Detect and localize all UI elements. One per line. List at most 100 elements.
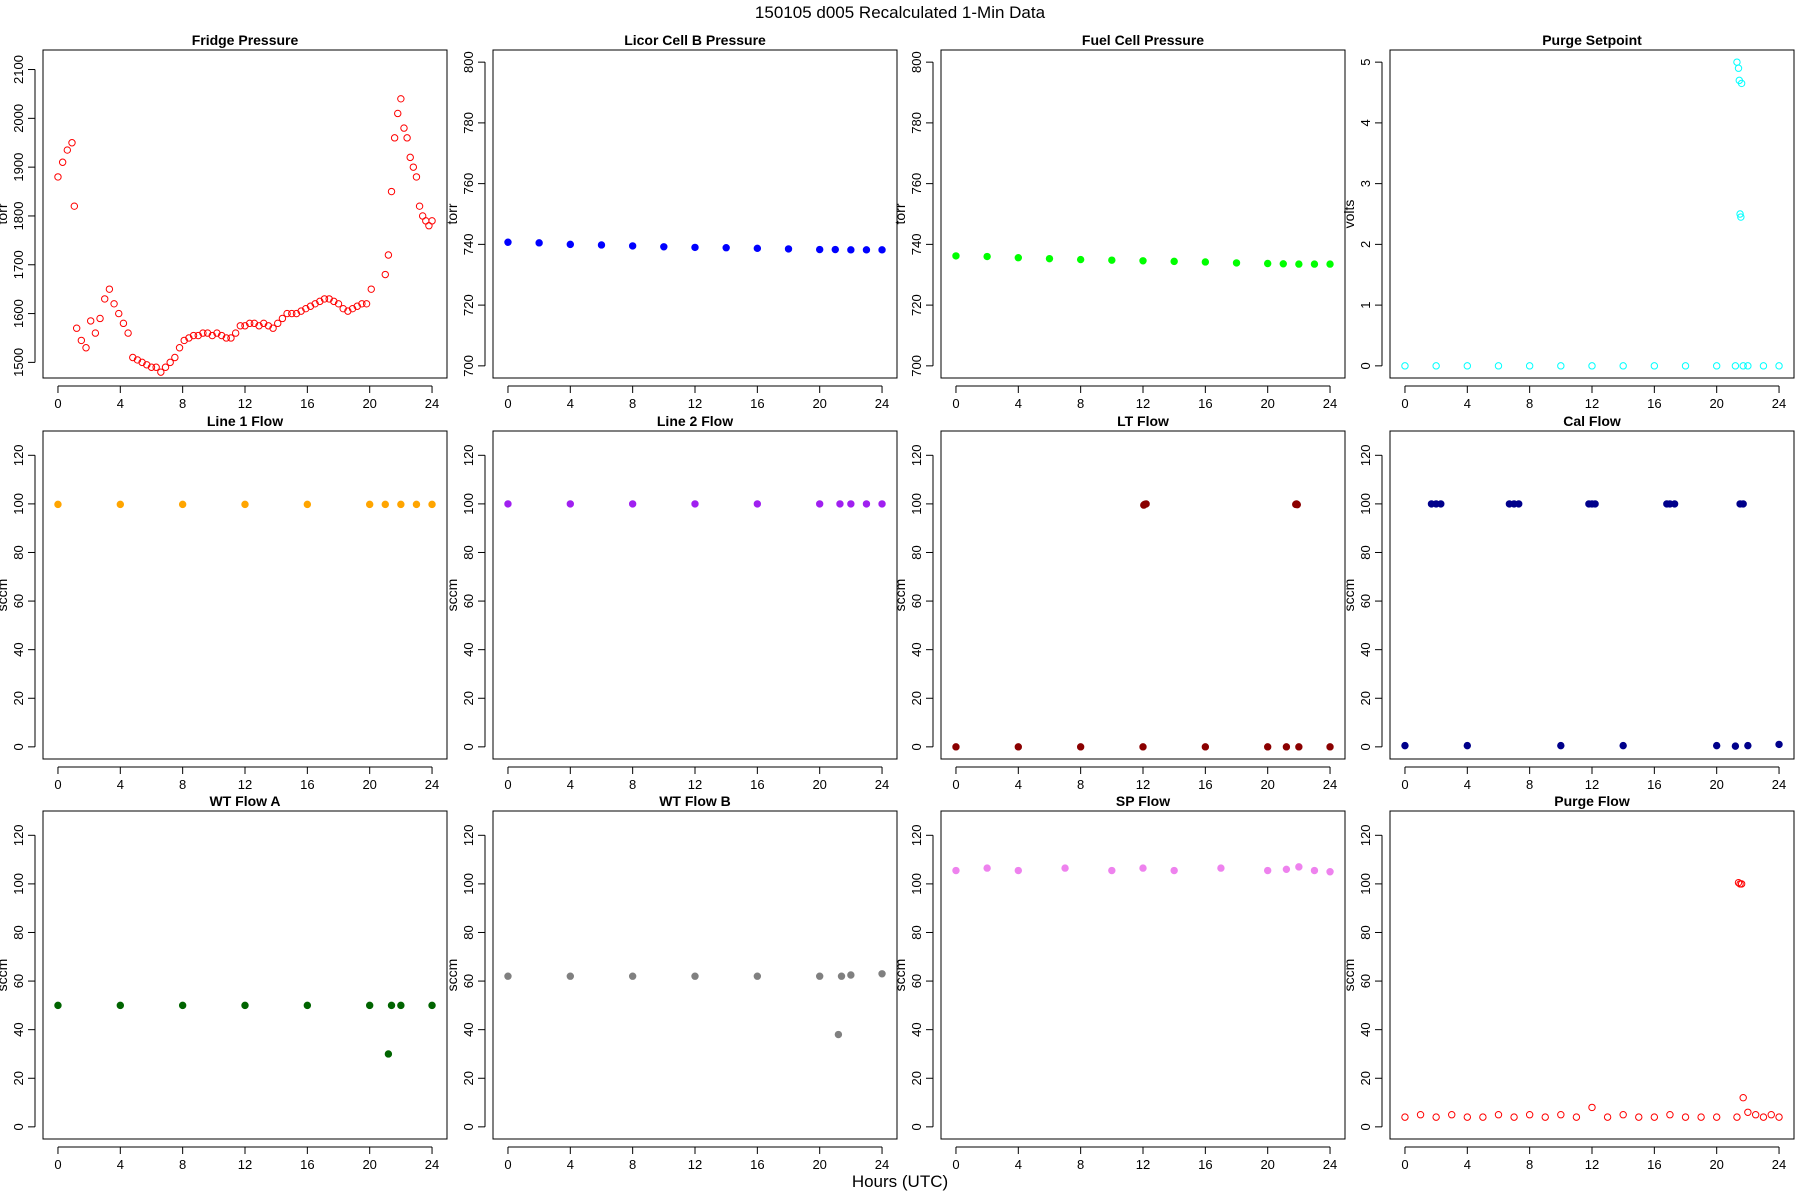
x-tick-label: 24 bbox=[1323, 1157, 1337, 1172]
x-tick-label: 0 bbox=[504, 396, 511, 411]
y-tick-label: 100 bbox=[909, 493, 924, 515]
plot-frame bbox=[1389, 430, 1795, 760]
data-point bbox=[878, 500, 886, 508]
x-tick-label: 4 bbox=[117, 396, 124, 411]
data-point bbox=[815, 500, 824, 508]
x-tick-label: 12 bbox=[238, 396, 252, 411]
x-tick-label: 12 bbox=[1136, 1157, 1150, 1172]
data-point bbox=[566, 972, 575, 980]
data-point bbox=[390, 134, 399, 142]
x-tick-label: 20 bbox=[1260, 777, 1274, 792]
data-point bbox=[409, 163, 418, 171]
y-tick-label: 1500 bbox=[11, 348, 26, 377]
x-tick-label: 0 bbox=[952, 777, 959, 792]
data-point bbox=[1139, 257, 1147, 265]
panel-1: Licor Cell B Pressure torr 0 4 8 12 16 20 24 700 7… bbox=[444, 32, 898, 411]
y-axis-label: sccm bbox=[892, 959, 908, 992]
main-title: 150105 d005 Recalculated 1-Min Data bbox=[755, 3, 1046, 22]
x-tick-label: 12 bbox=[1136, 777, 1150, 792]
data-point bbox=[397, 500, 405, 509]
data-point bbox=[1139, 864, 1147, 872]
data-point bbox=[504, 500, 512, 508]
data-point bbox=[278, 314, 287, 323]
data-point bbox=[566, 500, 575, 508]
data-point bbox=[189, 331, 198, 340]
data-point bbox=[116, 500, 125, 509]
data-point bbox=[157, 368, 165, 376]
data-point bbox=[1463, 741, 1472, 750]
data-point bbox=[1737, 79, 1746, 88]
x-tick-label: 0 bbox=[1401, 1157, 1408, 1172]
data-point bbox=[175, 344, 184, 352]
data-point bbox=[428, 217, 436, 225]
panel-5: Line 2 Flow sccm 0 4 8 12 16 20 24 0 20 40 60 80 100 12… bbox=[444, 413, 898, 792]
data-point bbox=[178, 500, 187, 509]
data-point bbox=[1201, 258, 1210, 266]
y-tick-label: 700 bbox=[909, 355, 924, 377]
data-point bbox=[1437, 500, 1445, 508]
data-point bbox=[1767, 1111, 1775, 1119]
panel-title: Fridge Pressure bbox=[192, 32, 299, 48]
data-point bbox=[54, 1001, 62, 1010]
data-point bbox=[1650, 1113, 1659, 1121]
data-point bbox=[1170, 257, 1178, 266]
x-tick-label: 12 bbox=[688, 396, 702, 411]
plot-frame bbox=[492, 430, 898, 760]
data-point bbox=[1014, 254, 1023, 262]
y-axis-label: torr bbox=[444, 203, 460, 224]
data-point bbox=[1401, 1113, 1409, 1121]
data-point bbox=[63, 146, 72, 154]
y-tick-label: 120 bbox=[909, 824, 924, 846]
y-tick-label: 0 bbox=[11, 1123, 26, 1130]
data-point bbox=[784, 245, 793, 253]
y-axis-label: sccm bbox=[1341, 579, 1357, 612]
data-point bbox=[722, 244, 730, 252]
data-point bbox=[1310, 866, 1319, 875]
panel-title: WT Flow B bbox=[659, 793, 731, 809]
x-tick-label: 16 bbox=[300, 396, 314, 411]
data-point bbox=[119, 319, 128, 328]
panel-title: WT Flow A bbox=[209, 793, 280, 809]
y-tick-label: 20 bbox=[909, 1071, 924, 1085]
y-tick-label: 2100 bbox=[11, 55, 26, 84]
panel-2: Fuel Cell Pressure torr 0 4 8 12 16 20 24 700 720 7… bbox=[892, 32, 1346, 411]
x-tick-label: 20 bbox=[812, 1157, 826, 1172]
data-point bbox=[1619, 1111, 1627, 1119]
x-tick-label: 0 bbox=[54, 777, 61, 792]
y-tick-label: 1700 bbox=[11, 250, 26, 279]
y-tick-label: 20 bbox=[909, 691, 924, 705]
y-tick-label: 120 bbox=[11, 824, 26, 846]
x-tick-label: 4 bbox=[117, 1157, 124, 1172]
x-tick-label: 24 bbox=[875, 1157, 889, 1172]
data-point bbox=[1681, 362, 1690, 370]
y-tick-label: 120 bbox=[1358, 824, 1373, 846]
panel-title: Line 1 Flow bbox=[207, 413, 283, 429]
y-tick-label: 40 bbox=[461, 642, 476, 656]
panel-title: Licor Cell B Pressure bbox=[624, 32, 766, 48]
data-point bbox=[222, 334, 230, 342]
data-point bbox=[1712, 1113, 1721, 1121]
data-point bbox=[1603, 1113, 1612, 1121]
data-point bbox=[1670, 500, 1679, 508]
data-point bbox=[628, 242, 637, 250]
x-tick-label: 0 bbox=[1401, 777, 1408, 792]
data-point bbox=[72, 324, 81, 332]
data-point bbox=[1739, 1093, 1747, 1102]
y-axis-label: volts bbox=[1341, 200, 1357, 229]
y-axis-label: torr bbox=[0, 203, 10, 224]
data-point bbox=[110, 300, 118, 308]
x-tick-label: 4 bbox=[1464, 777, 1471, 792]
x-tick-label: 8 bbox=[1077, 1157, 1084, 1172]
data-point bbox=[358, 300, 366, 308]
data-point bbox=[504, 238, 512, 246]
data-point bbox=[274, 319, 282, 328]
data-point bbox=[288, 309, 296, 318]
x-tick-label: 20 bbox=[1260, 1157, 1274, 1172]
data-point bbox=[1737, 213, 1745, 221]
data-point bbox=[1045, 254, 1054, 263]
y-tick-label: 60 bbox=[11, 594, 26, 608]
y-tick-label: 1800 bbox=[11, 201, 26, 230]
data-point bbox=[1731, 742, 1740, 750]
data-point bbox=[82, 344, 90, 352]
